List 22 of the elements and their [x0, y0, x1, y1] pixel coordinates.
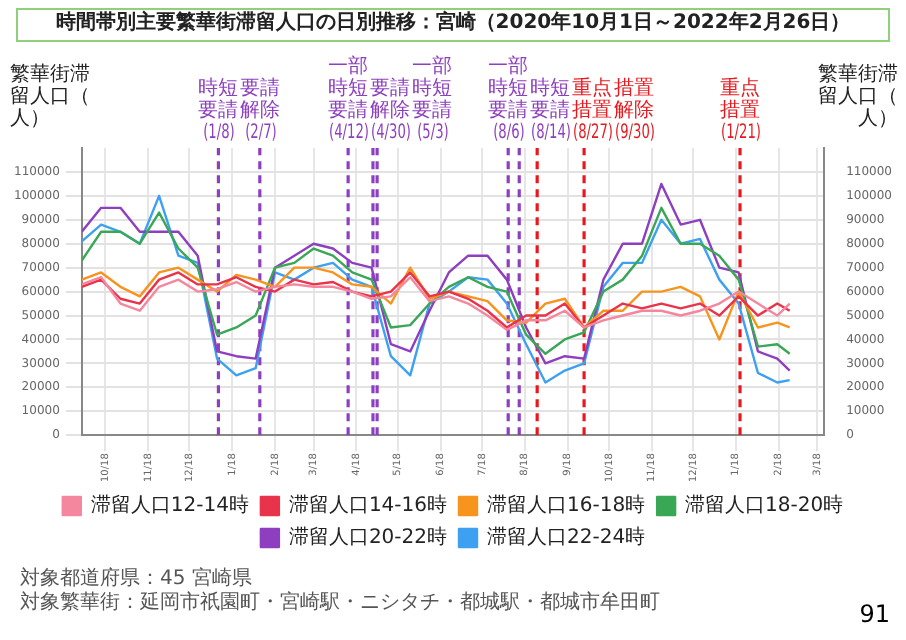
legend-label: 滞留人口16-18時 [487, 493, 646, 518]
text: 91 [859, 600, 890, 628]
ref-line-label: 措置解除(9/30) [613, 78, 656, 144]
ref-line-label: 要請解除(4/30) [369, 78, 412, 144]
legend-label: 滞留人口20-22時 [288, 525, 448, 550]
ref-line-label: 要請解除(2/7) [238, 78, 283, 144]
legend-label: 滞留人口14-16時 [288, 493, 448, 518]
ref-line-label: 重点措置(1/21) [718, 78, 762, 144]
ref-line-label: 一部時短要請(5/3) [411, 56, 454, 144]
legend-label: 滞留人口22-24時 [487, 525, 646, 550]
ref-line-label: 重点措置(8/27) [571, 78, 614, 144]
ref-line-label: 時短要請(8/14) [529, 78, 572, 144]
text: 対象都道府県：45 宮崎県 [20, 568, 254, 591]
legend-label: 滞留人口18-20時 [685, 493, 844, 518]
ref-line-label: 一部時短要請(8/6) [487, 56, 530, 144]
y-axis-title: 繁華街滞留人口（人） [10, 62, 90, 130]
chart-title: 時間帯別主要繁華街滞留人口の日別推移：宮崎（2020年10月1日～2022年2月26日） [16, 8, 890, 42]
ref-line-label: 時短要請(1/8) [196, 78, 240, 144]
text: 対象繁華街：延岡市祇園町・宮崎駅・ニシタチ・都城駅・都城市牟田町 [20, 592, 662, 616]
y2-axis-title: 繁華街滞留人口（人） [818, 62, 898, 130]
ref-line-label: 一部時短要請(4/12) [327, 56, 370, 144]
legend-label: 滞留人口12-14時 [90, 493, 249, 518]
